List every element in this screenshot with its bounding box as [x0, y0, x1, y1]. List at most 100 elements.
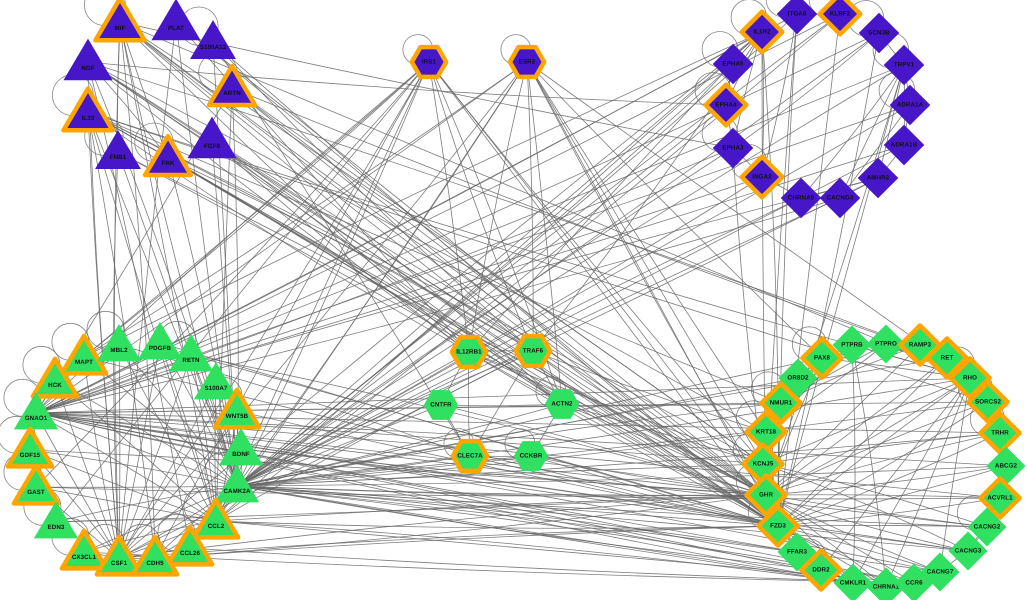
triangle-shape — [151, 0, 201, 41]
edge — [561, 403, 767, 496]
edge — [236, 485, 969, 552]
edge — [118, 525, 779, 559]
hexagon-shape — [449, 334, 489, 370]
edge — [236, 147, 734, 487]
edge — [777, 32, 880, 527]
graph-node-irs1[interactable]: IRS1 — [398, 31, 460, 93]
triangle-shape — [13, 391, 59, 430]
edge — [55, 61, 430, 523]
hexagon-shape — [450, 438, 490, 474]
edge — [765, 465, 1007, 496]
edge — [732, 32, 880, 149]
edge — [35, 412, 217, 522]
edge — [530, 455, 779, 527]
edge — [154, 525, 779, 559]
graph-node-cckbr[interactable]: CCKBR — [500, 425, 562, 487]
hexagon-shape — [423, 390, 459, 420]
edge — [236, 431, 767, 487]
edge — [35, 32, 880, 414]
triangle-shape — [168, 333, 214, 372]
edge — [240, 448, 767, 496]
edge — [35, 176, 763, 414]
edge — [231, 87, 948, 359]
edge — [35, 64, 905, 414]
triangle-shape — [218, 427, 264, 466]
edge — [118, 342, 161, 559]
edge — [839, 64, 905, 199]
graph-node-ccr6[interactable]: CCR6 — [880, 549, 948, 600]
triangle-shape — [59, 333, 109, 376]
edge — [240, 448, 779, 527]
edge — [87, 111, 120, 559]
edge — [777, 525, 969, 552]
diamond-shape — [800, 336, 844, 380]
edge — [35, 412, 887, 588]
graph-node-esr2[interactable]: ESR2 — [496, 31, 558, 93]
edge — [211, 139, 779, 527]
diamond-shape — [776, 0, 818, 35]
hexagon-shape — [409, 44, 449, 80]
edge — [468, 351, 764, 465]
diamond-shape — [978, 476, 1022, 520]
edge — [526, 61, 764, 465]
edge — [800, 64, 905, 199]
edge — [236, 64, 905, 487]
edge — [87, 111, 782, 404]
triangle-shape — [30, 356, 80, 399]
edge — [167, 157, 238, 487]
edge — [236, 177, 879, 487]
edge — [231, 87, 767, 496]
edge — [83, 61, 430, 358]
graph-node-clec7a[interactable]: CLEC7A — [439, 425, 501, 487]
edge — [526, 61, 767, 433]
hexagon-shape — [507, 44, 547, 80]
edge — [55, 494, 767, 523]
graph-node-cdh5[interactable]: CDH5 — [119, 522, 192, 595]
edge — [765, 494, 988, 528]
edge — [468, 351, 779, 527]
edge — [87, 61, 563, 405]
triangle-shape — [193, 361, 239, 400]
edge — [428, 61, 534, 352]
edge — [765, 357, 948, 496]
triangle-shape — [93, 0, 147, 43]
edge — [35, 485, 238, 488]
diamond-shape — [739, 154, 785, 200]
edge — [118, 31, 763, 559]
edge — [83, 485, 238, 553]
diamond-shape — [986, 446, 1026, 486]
edge — [820, 377, 971, 571]
edge — [35, 61, 528, 414]
hexagon-shape — [513, 333, 553, 369]
edge — [765, 377, 971, 496]
edge — [83, 31, 763, 358]
diamond-shape — [948, 531, 988, 571]
graph-node-frk[interactable]: FRK — [131, 121, 206, 196]
edge — [211, 139, 767, 496]
edge — [765, 494, 1001, 499]
edge — [236, 485, 887, 588]
triangle-shape — [206, 63, 258, 108]
edge — [526, 61, 767, 496]
edge — [118, 382, 217, 559]
edge — [777, 401, 989, 527]
edge — [777, 13, 841, 527]
graph-node-cacng4[interactable]: CACNG4 — [805, 163, 875, 233]
triangle-shape — [11, 463, 61, 506]
edge — [236, 104, 727, 487]
diamond-shape — [925, 336, 969, 380]
edge — [765, 344, 921, 496]
edge — [236, 31, 763, 487]
triangle-shape — [61, 86, 115, 133]
edge — [154, 494, 767, 559]
edge — [118, 344, 121, 559]
edge — [54, 61, 430, 381]
edge — [114, 21, 121, 559]
triangle-shape — [5, 426, 55, 469]
edge — [35, 412, 969, 552]
edge — [215, 520, 854, 584]
edge — [851, 344, 887, 588]
edge — [119, 21, 156, 559]
